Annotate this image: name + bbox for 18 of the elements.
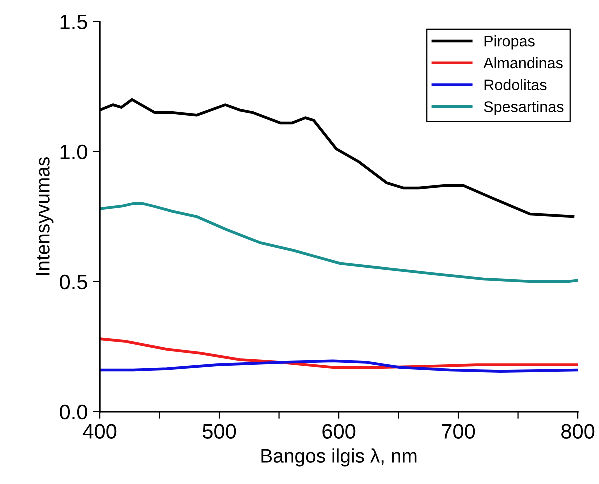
legend-label: Almandinas bbox=[484, 57, 563, 69]
line-series bbox=[100, 338, 578, 370]
x-tick-label: 400 bbox=[83, 424, 117, 439]
x-tick-label: 700 bbox=[442, 424, 476, 439]
x-tick-label: 600 bbox=[322, 424, 356, 439]
x-tick-label: 500 bbox=[202, 424, 236, 439]
y-tick-label: 1.5 bbox=[60, 14, 88, 30]
y-axis-title: Intensyvumas bbox=[36, 158, 54, 276]
legend-label: Spesartinas bbox=[484, 101, 564, 116]
legend-label: Rodolitas bbox=[484, 79, 547, 91]
x-tick-label: 800 bbox=[562, 424, 595, 439]
y-tick-label: 0.5 bbox=[60, 274, 88, 290]
line-series bbox=[100, 360, 578, 373]
y-tick-label: 0.0 bbox=[60, 404, 88, 420]
y-tick-label: 1.0 bbox=[60, 144, 88, 160]
legend-label: Piropas bbox=[484, 36, 535, 50]
line-series bbox=[100, 202, 578, 284]
x-axis-title: Bangos ilgis λ, nm bbox=[262, 448, 417, 467]
